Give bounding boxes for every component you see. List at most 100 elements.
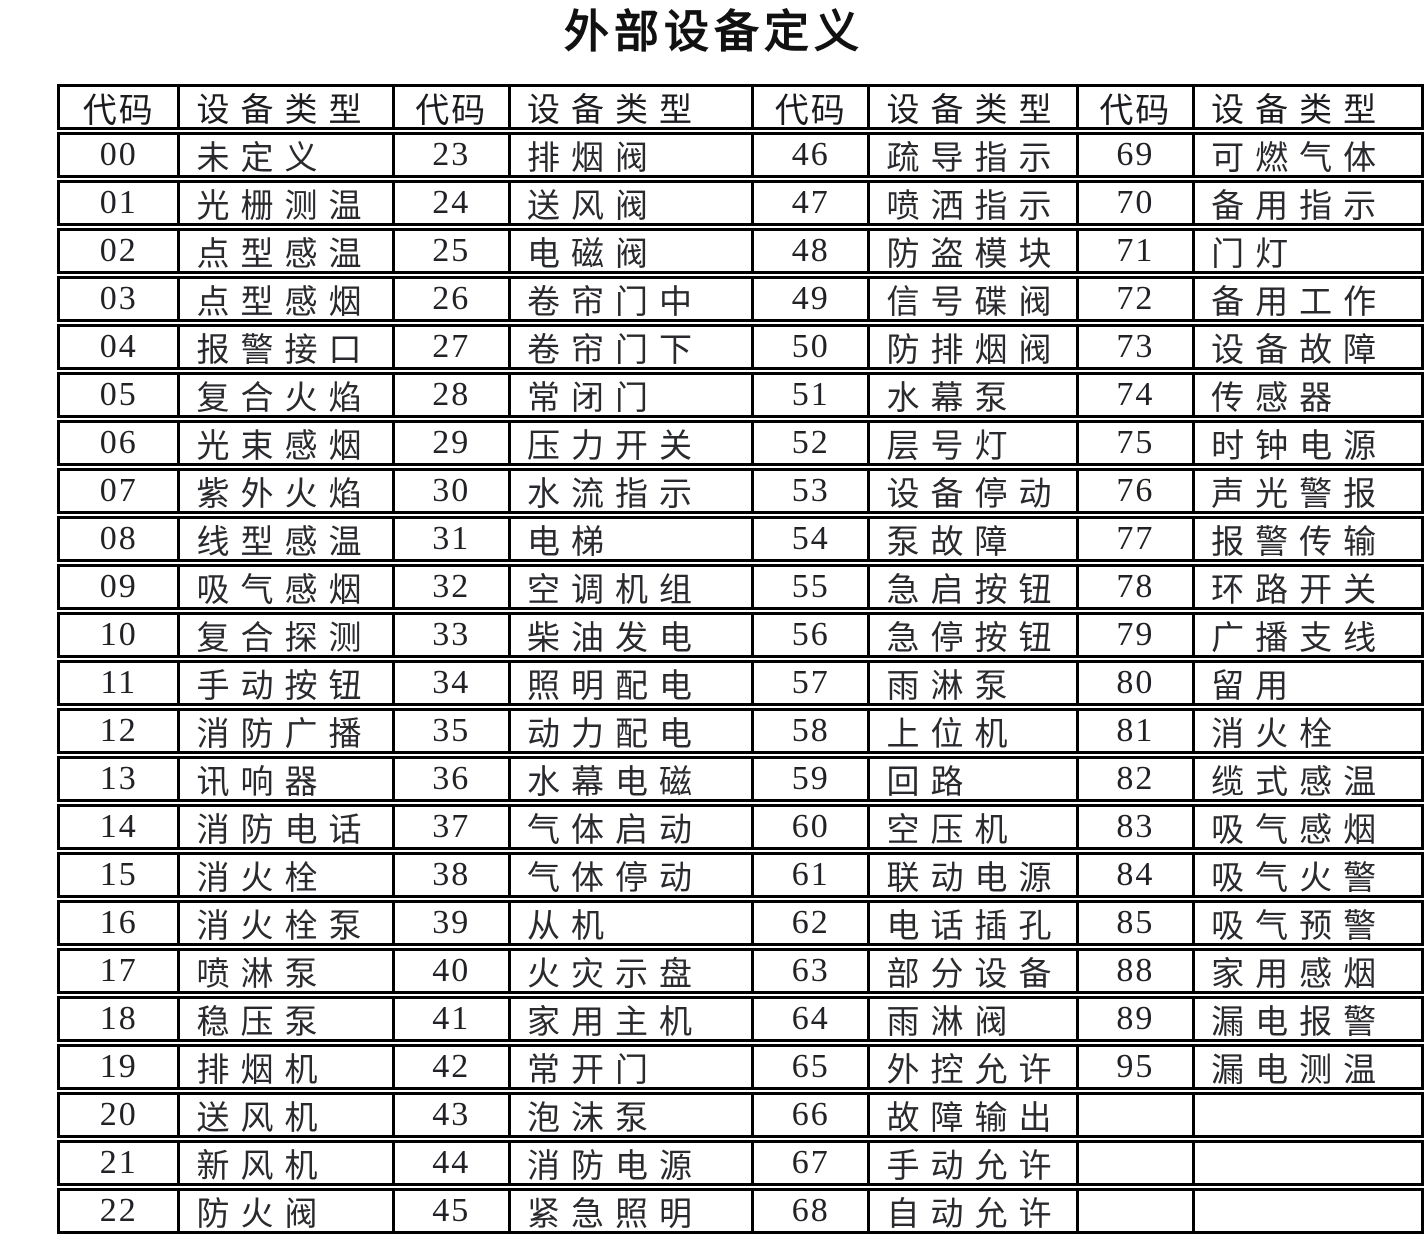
device-type-cell: 泡沫泵: [508, 1095, 751, 1135]
device-type-cell: 手动允许: [867, 1143, 1075, 1183]
device-type-cell: 火灾示盘: [508, 951, 751, 991]
device-code-cell: 03: [99, 280, 138, 317]
device-type-cell: 线型感温: [177, 519, 391, 559]
device-code-cell: 25: [391, 231, 509, 271]
device-type-cell: 常开门: [508, 1047, 751, 1087]
device-code-cell: 74: [1075, 375, 1193, 415]
device-code-cell: 18: [99, 1000, 138, 1037]
device-type-cell: 可燃气体: [1192, 135, 1421, 175]
device-code-cell: 16: [99, 904, 138, 941]
device-code-cell: 37: [391, 807, 509, 847]
table-row: 07 紫外火焰 30 水流指示 53 设备停动 76 声光警报: [57, 468, 1424, 514]
device-code-cell: 04: [99, 328, 138, 365]
device-type-cell: 复合探测: [177, 615, 391, 655]
device-code-cell: 82: [1075, 759, 1193, 799]
device-code-cell: 58: [750, 711, 868, 751]
table-row: 18 稳压泵 41 家用主机 64 雨淋阀 89 漏电报警: [57, 996, 1424, 1042]
device-type-cell: 气体停动: [508, 855, 751, 895]
device-type-cell: 压力开关: [508, 423, 751, 463]
device-type-cell: 送风机: [177, 1095, 391, 1135]
header-code-cell: 代码: [391, 87, 509, 127]
device-code-cell: 35: [391, 711, 509, 751]
device-code-cell: 80: [1075, 663, 1193, 703]
device-code-cell: 39: [391, 903, 509, 943]
table-row: 10 复合探测 33 柴油发电 56 急停按钮 79 广播支线: [57, 612, 1424, 658]
device-code-cell: 69: [1075, 135, 1193, 175]
header-code-cell: 代码: [82, 92, 155, 128]
device-type-cell: [1192, 1191, 1421, 1231]
device-type-cell: 急停按钮: [867, 615, 1075, 655]
device-type-cell: 消火栓泵: [177, 903, 391, 943]
table-row: 01 光栅测温 24 送风阀 47 喷洒指示 70 备用指示: [57, 180, 1424, 226]
device-code-cell: 45: [391, 1191, 509, 1231]
device-type-cell: 疏导指示: [867, 135, 1075, 175]
device-type-cell: 紫外火焰: [177, 471, 391, 511]
device-code-cell: 67: [750, 1143, 868, 1183]
device-code-cell: 10: [99, 616, 138, 653]
device-type-cell: 上位机: [867, 711, 1075, 751]
device-type-cell: 手动按钮: [177, 663, 391, 703]
device-type-cell: 电磁阀: [508, 231, 751, 271]
header-type-cell: 设备类型: [508, 87, 751, 127]
header-code-cell: 代码: [750, 87, 868, 127]
device-code-cell: [1075, 1095, 1193, 1135]
page-title: 外部设备定义: [563, 7, 864, 57]
device-type-cell: 空压机: [867, 807, 1075, 847]
device-type-cell: 传感器: [1192, 375, 1421, 415]
device-code-cell: 79: [1075, 615, 1193, 655]
device-type-cell: 故障输出: [867, 1095, 1075, 1135]
device-type-cell: 吸气感烟: [1192, 807, 1421, 847]
device-type-cell: 消防电源: [508, 1143, 751, 1183]
device-code-cell: 28: [391, 375, 509, 415]
device-code-cell: 84: [1075, 855, 1193, 895]
table-header-row: 代码 设备类型 代码 设备类型 代码 设备类型 代码 设备类型: [57, 84, 1424, 130]
table-row: 13 讯响器 36 水幕电磁 59 回路 82 缆式感温: [57, 756, 1424, 802]
device-code-cell: 85: [1075, 903, 1193, 943]
device-code-cell: 88: [1075, 951, 1193, 991]
device-type-cell: 备用指示: [1192, 183, 1421, 223]
device-code-cell: 36: [391, 759, 509, 799]
device-code-cell: 71: [1075, 231, 1193, 271]
device-type-cell: 缆式感温: [1192, 759, 1421, 799]
device-code-cell: 32: [391, 567, 509, 607]
device-code-cell: 65: [750, 1047, 868, 1087]
device-code-cell: 54: [750, 519, 868, 559]
device-type-cell: 声光警报: [1192, 471, 1421, 511]
device-code-cell: 62: [750, 903, 868, 943]
device-code-cell: 14: [99, 808, 138, 845]
device-type-cell: 急启按钮: [867, 567, 1075, 607]
device-type-cell: 时钟电源: [1192, 423, 1421, 463]
device-type-cell: 设备故障: [1192, 327, 1421, 367]
device-type-cell: 吸气火警: [1192, 855, 1421, 895]
device-code-cell: 19: [99, 1048, 138, 1085]
device-type-cell: 报警接口: [177, 327, 391, 367]
device-type-cell: 消火栓: [1192, 711, 1421, 751]
device-code-cell: 50: [750, 327, 868, 367]
device-code-cell: 22: [99, 1192, 138, 1229]
device-type-cell: 消火栓: [177, 855, 391, 895]
device-definition-table: 代码 设备类型 代码 设备类型 代码 设备类型 代码 设备类型 00 未定义 23 排烟阀 46 疏导指示…: [57, 84, 1424, 1234]
device-code-cell: 12: [99, 712, 138, 749]
device-type-cell: 报警传输: [1192, 519, 1421, 559]
table-row: 14 消防电话 37 气体启动 60 空压机 83 吸气感烟: [57, 804, 1424, 850]
device-type-cell: 未定义: [177, 135, 391, 175]
header-type-cell: 设备类型: [177, 87, 391, 127]
device-code-cell: 52: [750, 423, 868, 463]
device-code-cell: 07: [99, 472, 138, 509]
device-code-cell: 55: [750, 567, 868, 607]
device-type-cell: 防盗模块: [867, 231, 1075, 271]
device-type-cell: 设备停动: [867, 471, 1075, 511]
table-row: 03 点型感烟 26 卷帘门中 49 信号碟阀 72 备用工作: [57, 276, 1424, 322]
device-type-cell: 家用感烟: [1192, 951, 1421, 991]
device-type-cell: [1192, 1095, 1421, 1135]
device-code-cell: 73: [1075, 327, 1193, 367]
table-row: 08 线型感温 31 电梯 54 泵故障 77 报警传输: [57, 516, 1424, 562]
device-type-cell: 门灯: [1192, 231, 1421, 271]
device-code-cell: 41: [391, 999, 509, 1039]
device-code-cell: 38: [391, 855, 509, 895]
table-row: 22 防火阀 45 紧急照明 68 自动允许: [57, 1188, 1424, 1234]
device-type-cell: 喷淋泵: [177, 951, 391, 991]
device-code-cell: 95: [1075, 1047, 1193, 1087]
device-code-cell: 76: [1075, 471, 1193, 511]
device-type-cell: 光束感烟: [177, 423, 391, 463]
